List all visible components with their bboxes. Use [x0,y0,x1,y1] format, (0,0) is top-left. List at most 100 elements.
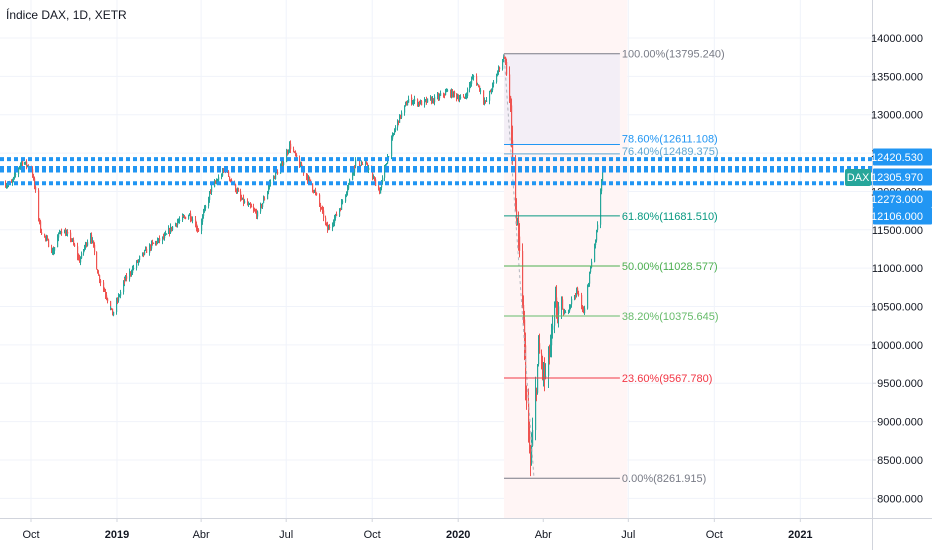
candle-body [81,253,83,259]
candle-body [156,241,158,244]
candle-body [228,171,230,177]
candle-body [359,159,361,165]
candle-body [430,98,432,100]
candle-body [326,223,328,225]
candle-body [306,173,308,178]
candle-body [413,100,415,103]
candle-body [123,282,125,292]
price-tag [873,168,932,186]
candle-body [431,98,433,103]
candle-body [7,184,9,186]
candle-body [47,238,49,240]
candle-body [384,166,386,178]
candle-body [576,288,578,296]
candle-body [276,172,278,174]
candle-body [294,151,296,153]
candle-body [20,163,22,167]
candle-body [574,295,576,299]
candle-body [550,345,552,356]
candle-body [571,298,573,305]
candle-body [159,238,161,241]
candle-body [295,151,297,155]
candle-body [447,90,449,92]
candle-body [408,98,410,103]
candle-body [263,198,265,204]
candle-body [355,159,357,167]
candle-body [70,232,72,240]
time-axis[interactable]: Oct 2019 Abr Jul Oct 2020 Abr Jul Oct 2021 [0,518,932,541]
candle-body [142,252,144,256]
candle-body [597,224,599,228]
candle-body [78,256,80,258]
candle-body [459,98,461,100]
candle-body [434,96,436,103]
candle-body [289,143,291,151]
candle-body [217,180,219,182]
candle-body [360,164,362,166]
candle-body [184,216,186,218]
candle-body [575,295,577,297]
candle-body [257,211,259,217]
candle-body [247,201,249,205]
candle-body [379,189,381,194]
candle-body [555,297,557,304]
candle-body [545,375,547,378]
candle-body [493,81,495,84]
y-tick-label: 11000.000 [872,263,923,275]
candle-body [308,177,310,182]
candle-body [354,165,356,173]
candle-body [34,178,36,187]
candle-body [48,239,50,247]
candle-body [254,209,256,211]
candle-body [526,390,528,404]
candle-body [325,217,327,224]
candle-body [444,94,446,96]
candle-body [211,186,213,192]
x-tick-label: Jul [621,529,635,541]
candle-body [394,130,396,134]
candle-body [6,185,8,187]
candle-body [489,91,491,101]
x-tick-label: Oct [364,529,381,541]
candle-body [125,276,127,282]
candle-body [335,214,337,218]
candle-body [182,216,184,220]
candle-body [471,79,473,84]
candle-body [457,97,459,99]
candle-body [583,308,585,314]
candle-body [504,56,506,58]
candle-body [509,74,511,96]
candle-body [96,251,98,270]
candle-body [74,244,76,247]
candle-body [106,295,108,299]
candle-body [191,219,193,221]
candle-body [166,233,168,235]
price-axis[interactable]: 14000.00013500.00013000.00012500.0001200… [871,0,932,550]
candle-body [352,173,354,180]
candle-body [395,127,397,131]
candle-body [146,248,148,253]
candle-body [286,151,288,163]
candle-body [562,299,564,310]
candle-body [445,91,447,96]
candle-body [177,221,179,225]
candle-body [568,311,570,313]
candle-body [38,190,40,213]
candle-body [601,181,603,192]
candle-body [336,214,338,216]
candle-body [27,165,29,167]
candle-body [421,100,423,106]
candle-body [433,98,435,103]
candle-body [380,187,382,194]
candle-body [64,231,66,234]
candle-body [190,213,192,220]
candle-body [464,96,466,98]
fib-level-label: 78.60%(12611.108) [622,134,718,146]
candle-body [165,233,167,236]
candle-body [397,120,399,128]
candle-body [158,238,160,241]
candle-body [277,172,279,174]
candle-body [299,158,301,167]
candle-body [354,165,356,167]
